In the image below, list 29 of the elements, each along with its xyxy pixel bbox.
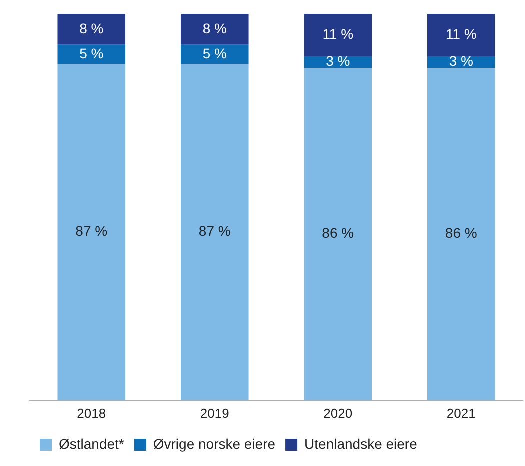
bar	[58, 44, 126, 64]
data-label: 87 %	[198, 223, 231, 240]
data-label: 8 %	[80, 20, 104, 36]
bar	[427, 68, 496, 400]
x-tick-label: 2019	[200, 406, 230, 421]
data-label: 11 %	[322, 26, 354, 42]
bar	[304, 14, 372, 57]
data-label: 11 %	[446, 26, 477, 42]
legend-label: Øvrige norske eiere	[153, 436, 276, 452]
x-tick-label: 2021	[446, 406, 476, 421]
bar	[180, 44, 249, 64]
x-tick-label: 2018	[77, 406, 106, 421]
data-label: 87 %	[76, 223, 108, 240]
data-label: 5 %	[80, 45, 104, 62]
data-label: 8 %	[202, 20, 227, 36]
bar	[304, 68, 372, 400]
legend-label: Utenlandske eiere	[304, 436, 418, 452]
bar	[180, 64, 249, 400]
bar	[180, 14, 249, 45]
bar	[427, 14, 496, 57]
data-label: 3 %	[326, 53, 350, 70]
data-label: 86 %	[445, 225, 478, 242]
bar	[58, 64, 126, 400]
legend-label: Østlandet*	[59, 436, 125, 452]
bar	[58, 14, 126, 45]
x-tick-label: 2020	[324, 406, 353, 421]
data-label: 5 %	[202, 45, 227, 62]
data-label: 3 %	[449, 53, 474, 70]
data-label: 86 %	[322, 225, 354, 242]
